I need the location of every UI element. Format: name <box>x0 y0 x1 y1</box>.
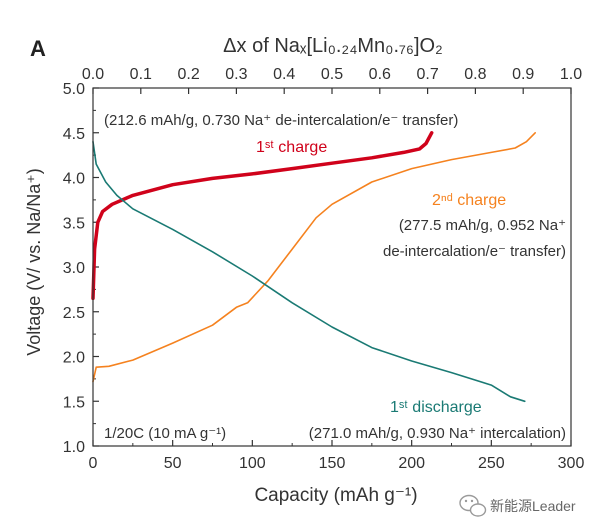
first-discharge-line <box>92 140 526 403</box>
y-tick-label: 1.5 <box>63 394 85 411</box>
wechat-icon <box>459 494 487 517</box>
watermark: 新能源Leader <box>459 494 576 517</box>
y-tick-label: 1.0 <box>63 439 85 456</box>
x-tick-label: 150 <box>319 455 346 472</box>
series-lines <box>91 131 536 403</box>
top-tick-label: 0.1 <box>130 66 152 83</box>
top-tick-label: 0.2 <box>177 66 199 83</box>
second-charge-line <box>92 132 536 383</box>
y-tick-label: 3.5 <box>63 215 85 232</box>
top-tick-label: 0.5 <box>321 66 343 83</box>
top-tick-label: 1.0 <box>560 66 582 83</box>
y-axis-title: Voltage (V/ vs. Na/Na⁺) <box>24 168 44 356</box>
x-tick-label: 0 <box>89 455 98 472</box>
y-axis-ticks: 1.0 1.5 2.0 2.5 3.0 3.5 4.0 4.5 5.0 <box>63 81 99 456</box>
top-tick-label: 0.8 <box>464 66 486 83</box>
y-tick-label: 4.0 <box>63 171 85 188</box>
y-tick-label: 4.5 <box>63 126 85 143</box>
top-tick-label: 0.7 <box>416 66 438 83</box>
y-tick-label: 5.0 <box>63 81 85 98</box>
x-tick-label: 250 <box>478 455 505 472</box>
top-tick-label: 0.0 <box>82 66 104 83</box>
x-tick-label: 300 <box>558 455 585 472</box>
top-axis-ticks: 0.0 0.1 0.2 0.3 0.4 0.5 0.6 0.7 0.8 0.9 1.0 <box>82 66 582 94</box>
top-tick-label: 0.4 <box>273 66 295 83</box>
y-tick-label: 2.0 <box>63 350 85 367</box>
first-charge-line <box>91 131 434 301</box>
first-discharge-label: 1ˢᵗ discharge <box>390 399 482 416</box>
plot-frame <box>92 87 572 447</box>
panel-label: A <box>30 36 46 61</box>
top-tick-label: 0.9 <box>512 66 534 83</box>
first-charge-label: 1ˢᵗ charge <box>256 139 327 156</box>
first-charge-capacity-annotation: (212.6 mAh/g, 0.730 Na⁺ de-intercalation… <box>104 112 458 129</box>
second-charge-capacity-annotation-line1: (277.5 mAh/g, 0.952 Na⁺ <box>399 217 566 234</box>
second-charge-label: 2ⁿᵈ charge <box>432 192 506 209</box>
top-axis-title: Δx of Naₓ[Li₀.₂₄Mn₀.₇₆]O₂ <box>223 35 443 57</box>
x-axis-ticks: 0 50 100 150 200 250 300 <box>89 440 585 472</box>
y-tick-label: 2.5 <box>63 305 85 322</box>
y-tick-label: 3.0 <box>63 260 85 277</box>
x-tick-label: 200 <box>398 455 425 472</box>
x-tick-label: 100 <box>239 455 266 472</box>
top-tick-label: 0.6 <box>369 66 391 83</box>
rate-annotation: 1/20C (10 mA g⁻¹) <box>104 425 226 442</box>
watermark-text: 新能源Leader <box>490 498 576 514</box>
second-charge-capacity-annotation-line2: de-intercalation/e⁻ transfer) <box>383 243 566 260</box>
x-tick-label: 50 <box>164 455 182 472</box>
x-axis-title: Capacity (mAh g⁻¹) <box>254 485 417 506</box>
first-discharge-capacity-annotation: (271.0 mAh/g, 0.930 Na⁺ intercalation) <box>309 425 566 442</box>
top-tick-label: 0.3 <box>225 66 247 83</box>
